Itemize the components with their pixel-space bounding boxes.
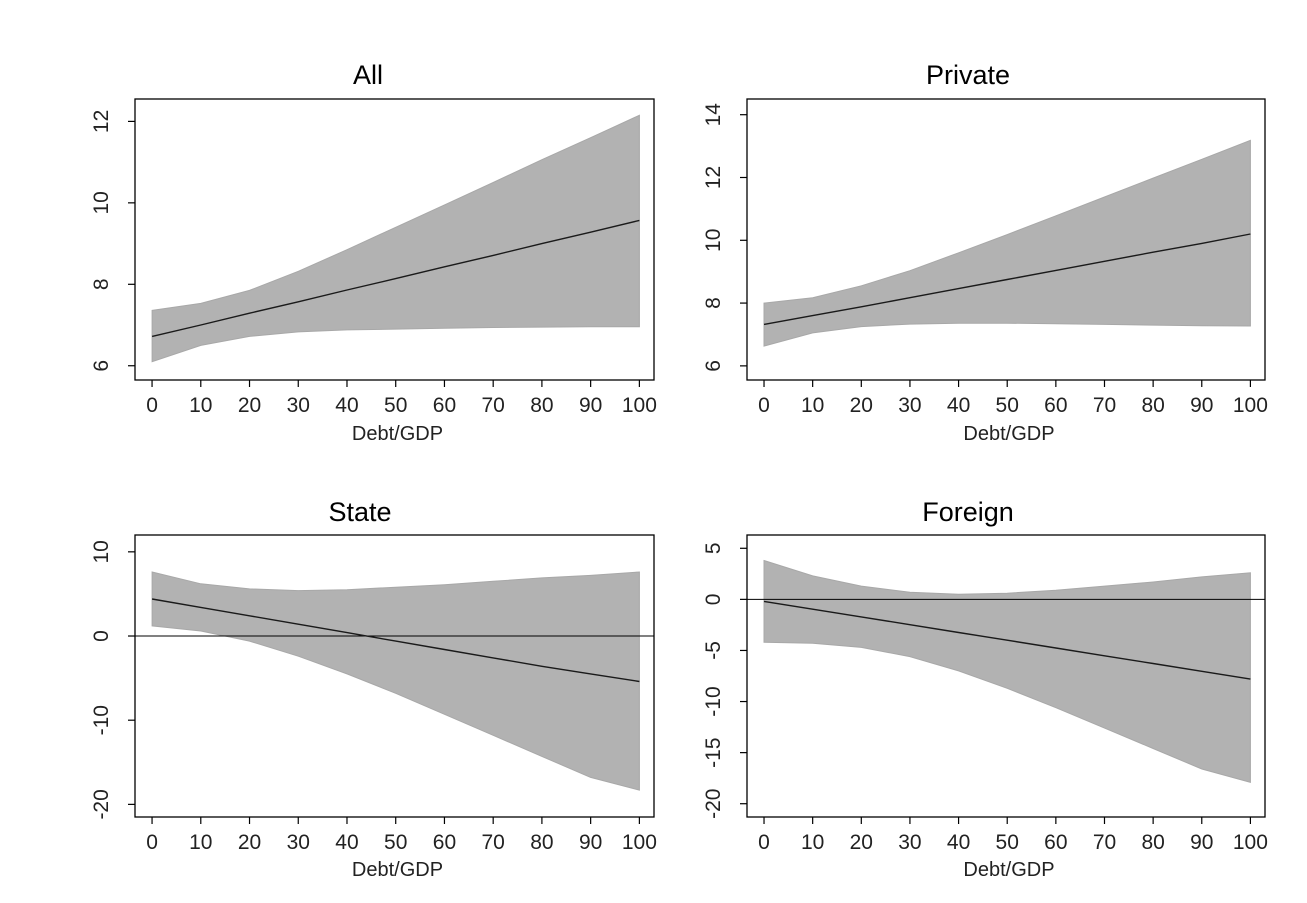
y-tick-label: 10 bbox=[702, 229, 725, 252]
x-tick-label: 0 bbox=[146, 394, 158, 417]
y-tick-label: 10 bbox=[90, 540, 113, 563]
chart-title: Foreign bbox=[922, 497, 1014, 527]
y-tick-label: -5 bbox=[702, 641, 725, 660]
y-tick-label: 0 bbox=[90, 630, 113, 642]
y-tick-label: 5 bbox=[702, 542, 725, 554]
panel-all: 0 10 20 30 40 50 60 70 80 90 100 6 8 10 12 All Debt/GDP bbox=[90, 60, 657, 445]
x-tick-label: 20 bbox=[850, 394, 873, 417]
x-tick-label: 80 bbox=[1141, 394, 1164, 417]
panel-state: 0 10 20 30 40 50 60 70 80 90 100 -20 -10 0 10 State Debt… bbox=[90, 497, 657, 881]
chart-title: Private bbox=[926, 60, 1010, 90]
y-tick-label: -15 bbox=[702, 737, 725, 767]
y-tick-label: 14 bbox=[702, 103, 725, 127]
estimate-line bbox=[151, 219, 640, 338]
x-tick-label: 30 bbox=[898, 394, 921, 417]
y-tick-label: -10 bbox=[90, 705, 113, 735]
x-axis-label: Debt/GDP bbox=[963, 423, 1054, 445]
x-tick-label: 90 bbox=[579, 394, 602, 417]
x-axis-label: Debt/GDP bbox=[963, 859, 1054, 881]
x-tick-label: 90 bbox=[1190, 831, 1213, 854]
confidence-band bbox=[763, 139, 1251, 347]
y-tick-label: 6 bbox=[702, 360, 725, 372]
x-tick-label: 50 bbox=[384, 831, 407, 854]
x-tick-label: 10 bbox=[189, 394, 212, 417]
plot-frame bbox=[134, 534, 655, 818]
panel-private: 0 10 20 30 40 50 60 70 80 90 100 6 8 10 12 14 Private Deb… bbox=[702, 60, 1268, 445]
confidence-band bbox=[763, 559, 1251, 783]
x-tick-label: 50 bbox=[996, 394, 1019, 417]
x-tick-label: 50 bbox=[384, 394, 407, 417]
x-axis-label: Debt/GDP bbox=[352, 859, 443, 881]
x-tick-label: 80 bbox=[1141, 831, 1164, 854]
x-tick-label: 20 bbox=[850, 831, 873, 854]
confidence-band bbox=[151, 114, 640, 363]
x-tick-label: 40 bbox=[947, 394, 970, 417]
y-tick-label: 8 bbox=[90, 278, 113, 290]
x-tick-label: 60 bbox=[433, 394, 456, 417]
x-tick-label: 40 bbox=[335, 831, 358, 854]
x-tick-label: 100 bbox=[1233, 831, 1268, 854]
y-tick-label: 0 bbox=[702, 594, 725, 606]
x-tick-label: 40 bbox=[947, 831, 970, 854]
y-tick-label: 12 bbox=[90, 110, 113, 133]
x-tick-label: 0 bbox=[758, 394, 770, 417]
x-tick-label: 70 bbox=[1093, 394, 1116, 417]
confidence-band bbox=[151, 571, 640, 791]
chart-title: State bbox=[328, 497, 391, 527]
panel-foreign: 0 10 20 30 40 50 60 70 80 90 100 -20 -15 -10 -5 0 5 Forei… bbox=[702, 497, 1268, 881]
y-tick-label: 10 bbox=[90, 191, 113, 214]
plot-frame bbox=[746, 98, 1266, 381]
x-tick-label: 70 bbox=[482, 831, 505, 854]
plot-frame bbox=[134, 98, 655, 381]
x-tick-label: 20 bbox=[238, 831, 261, 854]
x-tick-label: 90 bbox=[579, 831, 602, 854]
x-tick-label: 30 bbox=[287, 394, 310, 417]
x-tick-label: 70 bbox=[1093, 831, 1116, 854]
plot-frame bbox=[746, 534, 1266, 818]
chart-title: All bbox=[353, 60, 383, 90]
x-tick-label: 40 bbox=[335, 394, 358, 417]
x-tick-label: 50 bbox=[996, 831, 1019, 854]
x-tick-label: 10 bbox=[801, 394, 824, 417]
x-tick-label: 0 bbox=[146, 831, 158, 854]
x-tick-label: 80 bbox=[530, 394, 553, 417]
estimate-line bbox=[151, 598, 640, 683]
y-tick-label: -20 bbox=[702, 789, 725, 819]
x-tick-label: 30 bbox=[898, 831, 921, 854]
estimate-line bbox=[763, 600, 1251, 680]
x-axis-label: Debt/GDP bbox=[352, 423, 443, 445]
estimate-line bbox=[763, 233, 1251, 326]
x-tick-label: 0 bbox=[758, 831, 770, 854]
x-tick-label: 60 bbox=[1044, 394, 1067, 417]
y-tick-label: 8 bbox=[702, 297, 725, 309]
y-tick-label: 6 bbox=[90, 360, 113, 372]
x-tick-label: 10 bbox=[801, 831, 824, 854]
x-tick-label: 60 bbox=[1044, 831, 1067, 854]
x-tick-label: 30 bbox=[287, 831, 310, 854]
x-tick-label: 20 bbox=[238, 394, 261, 417]
x-tick-label: 80 bbox=[530, 831, 553, 854]
x-tick-label: 60 bbox=[433, 831, 456, 854]
y-tick-label: -20 bbox=[90, 789, 113, 819]
x-tick-label: 90 bbox=[1190, 394, 1213, 417]
x-tick-label: 70 bbox=[482, 394, 505, 417]
y-tick-label: -10 bbox=[702, 686, 725, 716]
x-tick-label: 100 bbox=[1233, 394, 1268, 417]
y-tick-label: 12 bbox=[702, 166, 725, 189]
x-tick-label: 10 bbox=[189, 831, 212, 854]
x-tick-label: 100 bbox=[622, 394, 657, 417]
x-tick-label: 100 bbox=[622, 831, 657, 854]
